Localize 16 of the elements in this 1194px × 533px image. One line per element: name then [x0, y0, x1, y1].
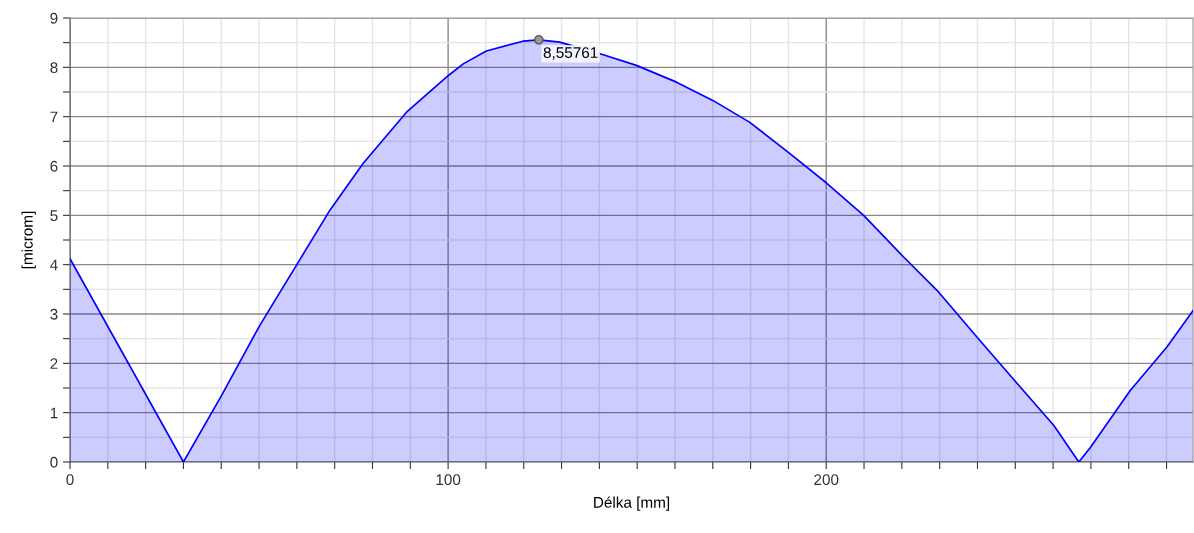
y-tick-label: 8 [50, 62, 58, 74]
x-tick-label: 100 [436, 474, 461, 486]
x-axis-title: Délka [mm] [594, 496, 670, 511]
y-tick-label: 3 [50, 308, 58, 320]
y-tick-label: 0 [50, 456, 58, 468]
y-tick-label: 7 [50, 111, 58, 123]
y-tick-label: 4 [50, 259, 58, 271]
y-tick-label: 6 [50, 160, 58, 172]
y-tick-label: 2 [50, 358, 58, 369]
x-tick-label: 0 [66, 474, 74, 486]
y-tick-label: 5 [50, 210, 58, 222]
annotation: 8,55761 [543, 47, 598, 60]
y-tick-label: 9 [50, 12, 58, 24]
x-tick-label: 200 [814, 474, 839, 486]
y-tick-label: 1 [50, 407, 58, 419]
y-axis-title: [microm] [21, 211, 36, 269]
